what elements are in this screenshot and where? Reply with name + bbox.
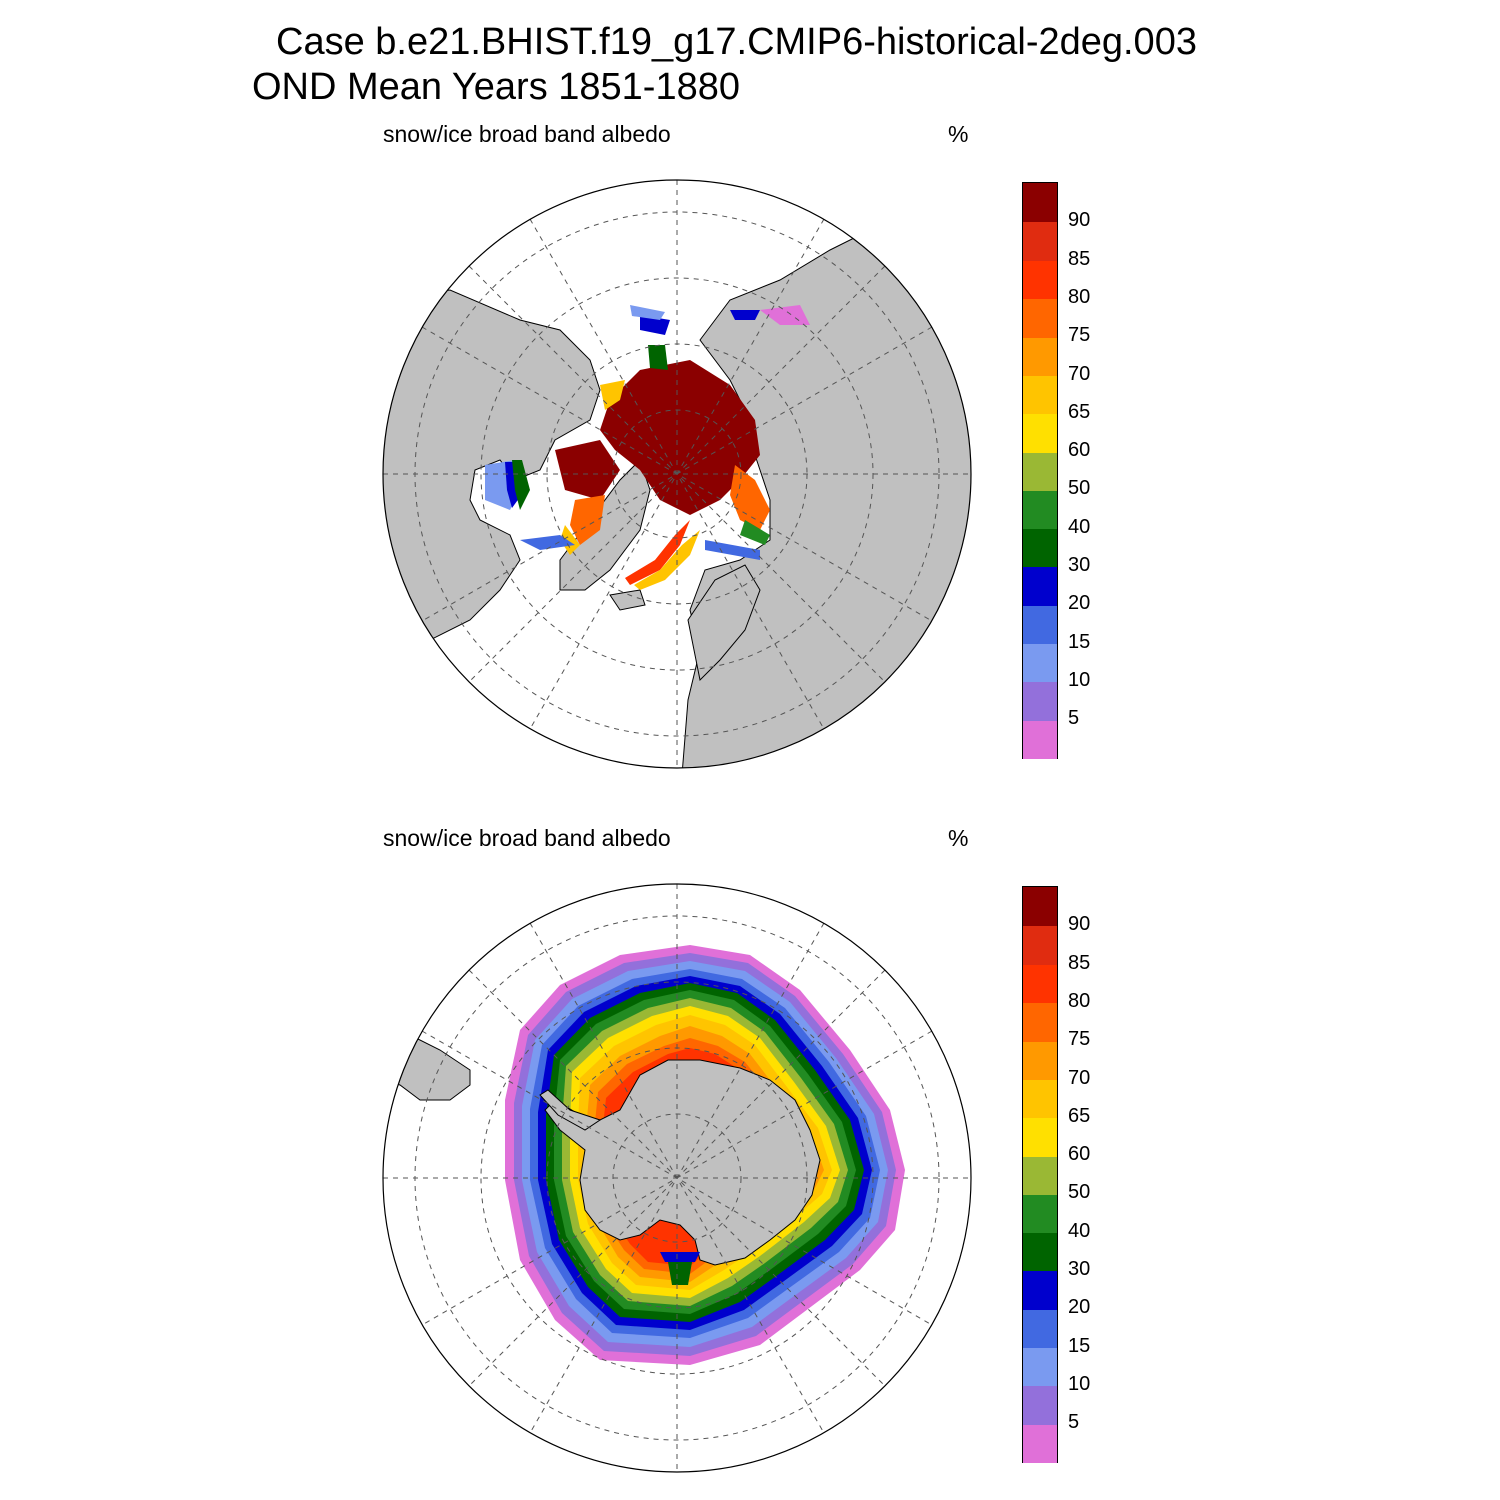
chukchi-ice-green bbox=[648, 345, 668, 370]
north-colorbar-tick-label: 5 bbox=[1068, 707, 1080, 730]
north-colorbar-tick-label: 40 bbox=[1068, 515, 1091, 538]
south-colorbar-tick-label: 80 bbox=[1068, 989, 1091, 1012]
north-colorbar-cell bbox=[1023, 336, 1057, 376]
south-colorbar-cell bbox=[1023, 1270, 1057, 1310]
north-colorbar-cell bbox=[1023, 604, 1057, 645]
north-colorbar-frame bbox=[1022, 182, 1058, 759]
north-colorbar-tick-label: 75 bbox=[1068, 324, 1091, 347]
scandinavia-land bbox=[687, 564, 761, 682]
north-america-land bbox=[383, 289, 601, 651]
kara-ice-green bbox=[740, 520, 770, 545]
north-colorbar-tick-label: 60 bbox=[1068, 439, 1091, 462]
south-colorbar-tick-label: 90 bbox=[1068, 913, 1091, 936]
north-colorbar-tick-label: 15 bbox=[1068, 630, 1091, 653]
south-colorbar-cell bbox=[1023, 1078, 1057, 1119]
south-colorbar-tick-label: 65 bbox=[1068, 1104, 1091, 1127]
north-colorbar-cell bbox=[1023, 221, 1057, 262]
greenland-sea-yellow bbox=[634, 530, 700, 590]
north-map-border bbox=[382, 179, 972, 769]
south-colorbar-tick-label: 30 bbox=[1068, 1258, 1091, 1280]
south-colorbar-cell bbox=[1023, 1040, 1057, 1080]
north-land bbox=[383, 229, 971, 768]
figure-subtitle: OND Mean Years 1851-1880 bbox=[252, 66, 740, 108]
south-polar-map bbox=[382, 883, 972, 1473]
north-colorbar-cell bbox=[1023, 374, 1057, 415]
south-colorbar-cell bbox=[1023, 1346, 1057, 1387]
ross-sea-polynya bbox=[660, 1252, 700, 1262]
barents-ice-edge bbox=[730, 465, 770, 530]
north-colorbar-tick-label: 65 bbox=[1068, 400, 1091, 423]
south-colorbar-tick-label: 85 bbox=[1068, 951, 1091, 974]
south-colorbar-cell bbox=[1023, 1001, 1057, 1042]
south-colorbar-cell bbox=[1023, 1308, 1057, 1349]
ross-sea-green bbox=[668, 1262, 692, 1285]
north-colorbar-tick-label: 10 bbox=[1068, 668, 1091, 691]
south-colorbar-cell bbox=[1023, 1231, 1057, 1272]
baffin-ice bbox=[570, 495, 605, 545]
figure-title: Case b.e21.BHIST.f19_g17.CMIP6-historica… bbox=[276, 21, 1197, 63]
north-colorbar-cell bbox=[1023, 451, 1057, 491]
north-colorbar-tick-label: 50 bbox=[1068, 477, 1091, 500]
antarctic-peninsula-land bbox=[539, 1089, 602, 1131]
north-colorbar-cell bbox=[1023, 642, 1057, 683]
north-colorbar-tick-label: 90 bbox=[1068, 209, 1091, 232]
south-colorbar-tick-label: 5 bbox=[1068, 1411, 1080, 1434]
north-graticule bbox=[383, 180, 971, 768]
south-colorbar-frame bbox=[1022, 886, 1058, 1463]
south-colorbar-cell bbox=[1023, 1116, 1057, 1157]
south-colorbar-cell bbox=[1023, 963, 1057, 1004]
south-colorbar-cell bbox=[1023, 1384, 1057, 1425]
south-colorbar-tick-label: 15 bbox=[1068, 1334, 1091, 1357]
south-graticule bbox=[383, 884, 971, 1472]
north-colorbar-tick-label: 20 bbox=[1068, 592, 1091, 615]
iceland-land bbox=[609, 589, 646, 611]
north-polar-map bbox=[382, 179, 972, 769]
north-colorbar-cell bbox=[1023, 297, 1057, 338]
south-colorbar-cell bbox=[1023, 925, 1057, 966]
north-colorbar-cell bbox=[1023, 719, 1057, 759]
north-colorbar-tick-label: 80 bbox=[1068, 285, 1091, 308]
south-colorbar-tick-label: 60 bbox=[1068, 1143, 1091, 1166]
north-panel-variable-label: snow/ice broad band albedo bbox=[383, 121, 671, 147]
north-colorbar-cell bbox=[1023, 259, 1057, 300]
south-colorbar-tick-label: 50 bbox=[1068, 1181, 1091, 1204]
bering-ice bbox=[640, 315, 670, 335]
south-colorbar-tick-label: 40 bbox=[1068, 1219, 1091, 1242]
north-colorbar-cell bbox=[1023, 527, 1057, 568]
greenland-sea-edge bbox=[625, 520, 690, 585]
north-colorbar-cell bbox=[1023, 566, 1057, 606]
chukchi-ice-yellow bbox=[600, 380, 625, 410]
archipelago-ice bbox=[555, 440, 620, 500]
south-colorbar-cell bbox=[1023, 1423, 1057, 1463]
south-panel-units-label: % bbox=[948, 825, 969, 851]
north-colorbar-cell bbox=[1023, 412, 1057, 453]
south-colorbar-cell bbox=[1023, 1155, 1057, 1195]
north-colorbar-cell bbox=[1023, 489, 1057, 530]
north-colorbar-tick-label: 70 bbox=[1068, 362, 1091, 385]
south-panel-variable-label: snow/ice broad band albedo bbox=[383, 825, 671, 851]
south-colorbar-tick-label: 75 bbox=[1068, 1028, 1091, 1051]
okhotsk-ice-blue bbox=[730, 310, 760, 320]
north-colorbar-tick-label: 85 bbox=[1068, 247, 1091, 270]
south-colorbar-tick-label: 70 bbox=[1068, 1066, 1091, 1089]
hudson-bay-ice-green bbox=[512, 460, 530, 510]
north-panel-units-label: % bbox=[948, 121, 969, 147]
baffin-ice-yellow bbox=[560, 525, 580, 555]
south-colorbar-cell bbox=[1023, 1193, 1057, 1234]
barents-ice-blue bbox=[705, 540, 760, 560]
north-colorbar-cell bbox=[1023, 680, 1057, 721]
labrador-ice bbox=[520, 535, 575, 550]
arctic-ice-core bbox=[600, 360, 760, 515]
north-colorbar-cell bbox=[1023, 183, 1057, 222]
south-colorbar-tick-label: 10 bbox=[1068, 1372, 1091, 1395]
south-colorbar-tick-label: 20 bbox=[1068, 1296, 1091, 1319]
south-map-border bbox=[382, 883, 972, 1473]
north-colorbar-tick-label: 30 bbox=[1068, 554, 1091, 576]
south-colorbar-cell bbox=[1023, 887, 1057, 926]
bering-ice-light bbox=[630, 305, 665, 320]
greenland-land bbox=[559, 459, 651, 591]
